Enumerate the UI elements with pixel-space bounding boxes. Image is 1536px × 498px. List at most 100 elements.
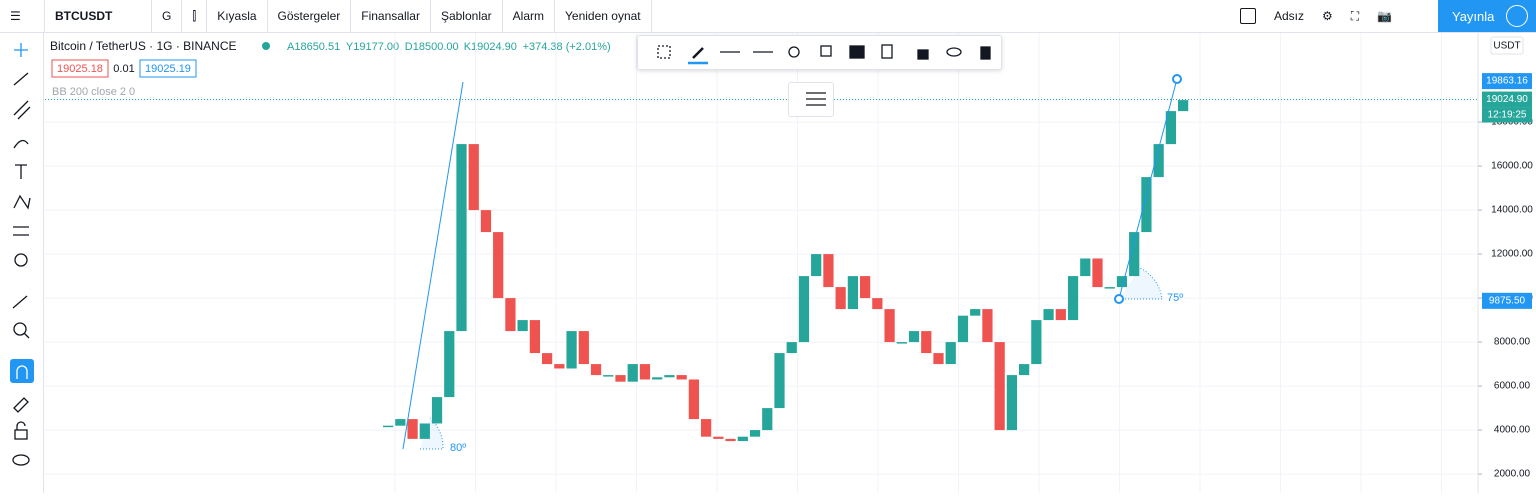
toolbar-button[interactable]: Finansallar <box>351 0 431 33</box>
ohlc-value: A18650.51 <box>287 41 340 53</box>
candle <box>762 408 773 431</box>
candle <box>896 342 907 344</box>
countdown-box <box>1482 107 1532 123</box>
toolbar-button[interactable]: Göstergeler <box>268 0 352 33</box>
play[interactable] <box>1506 5 1529 27</box>
candle <box>786 342 797 354</box>
candle <box>480 210 492 233</box>
candle <box>529 320 540 354</box>
candle <box>749 430 761 437</box>
candle <box>1055 309 1066 321</box>
candle <box>872 298 883 310</box>
candle <box>860 276 871 299</box>
candle <box>908 331 920 343</box>
candle <box>1116 276 1128 288</box>
layout-name[interactable]: Adsız <box>1274 9 1305 23</box>
indicator-label: BB 200 close 2 0 <box>52 86 135 98</box>
candle <box>774 353 785 409</box>
candle <box>1165 111 1176 145</box>
y-tick-label: 2000.00 <box>1494 469 1531 480</box>
candle <box>676 375 687 380</box>
candle <box>1019 364 1030 376</box>
candle <box>933 353 944 365</box>
ohlc-value: D18500.00 <box>405 41 459 53</box>
menu[interactable]: ☰ <box>0 0 45 33</box>
price-label-box <box>1482 91 1532 108</box>
candle <box>945 342 956 365</box>
y-tick-label: 14000.00 <box>1491 205 1533 216</box>
angle-label: 75º <box>1167 292 1183 304</box>
candle <box>554 364 565 369</box>
candle <box>725 438 736 442</box>
candle <box>407 419 418 439</box>
candle <box>970 309 981 316</box>
candle <box>823 254 834 288</box>
candle <box>884 309 895 343</box>
fullscreen[interactable]: ⛶ <box>1350 8 1360 23</box>
candle <box>444 331 455 398</box>
candle <box>847 276 858 310</box>
candle <box>493 232 504 299</box>
snapshot[interactable]: 📷 <box>1377 9 1393 23</box>
candle <box>431 397 443 424</box>
currency-box[interactable] <box>1490 36 1524 55</box>
toolbar-buttons: Kıyasla Göstergeler Finansallar Şablonlar Al… <box>207 0 652 33</box>
candle <box>957 315 969 343</box>
angle-arc <box>420 417 444 450</box>
sell-price[interactable]: 19025.18 <box>57 63 103 75</box>
status-dot <box>262 42 270 50</box>
y-tick-label: 4000.00 <box>1494 425 1531 436</box>
toolbar-button[interactable]: Alarm <box>503 0 555 33</box>
candle <box>1006 375 1017 431</box>
ohlc-value: K19024.90 <box>464 41 517 53</box>
anchor[interactable] <box>1172 74 1182 84</box>
candle <box>921 331 932 354</box>
grid <box>45 33 1478 493</box>
candle <box>713 436 724 439</box>
candle <box>1092 258 1103 288</box>
candle <box>419 423 430 439</box>
drawing-tools <box>10 43 34 466</box>
buy-box[interactable] <box>139 59 197 78</box>
candle <box>456 144 467 332</box>
toolbar-button[interactable]: Yeniden oynat <box>555 0 652 33</box>
anchor[interactable] <box>1114 294 1124 304</box>
settings[interactable]: ⚙ <box>1322 9 1333 23</box>
candle <box>505 298 516 332</box>
candle <box>603 375 614 377</box>
toolbar-button[interactable]: Şablonlar <box>431 0 503 33</box>
right-tools: Adsız ⚙ ⛶ 📷 <box>1240 8 1392 24</box>
chart-style[interactable]: ⫿ <box>182 0 208 33</box>
chart: Bitcoin / TetherUS · 1G · BINANCE 19025.… <box>45 33 1533 493</box>
candle <box>811 254 822 277</box>
sell-box[interactable] <box>51 59 109 78</box>
candle <box>468 144 479 211</box>
candle <box>688 379 699 420</box>
symbol[interactable]: BTCUSDT <box>45 0 152 33</box>
floating-icons <box>657 44 991 65</box>
ohlc-value: +374.38 (+2.01%) <box>523 41 611 53</box>
angle-label: 80º <box>450 442 466 454</box>
toolbar-button[interactable]: Kıyasla <box>207 0 268 33</box>
candle <box>798 276 810 343</box>
spread: 0.01 <box>113 63 134 75</box>
candle <box>1178 100 1189 112</box>
price-label: 19024.90 <box>1486 94 1528 105</box>
buy-price[interactable]: 19025.19 <box>145 63 191 75</box>
candle <box>1067 276 1079 321</box>
object-tree[interactable] <box>788 82 834 117</box>
candle <box>652 377 663 380</box>
candle <box>664 375 675 378</box>
candle <box>566 331 577 369</box>
legend-title: Bitcoin / TetherUS · 1G · BINANCE <box>50 39 237 53</box>
publish-button[interactable]: Yayınla <box>1438 0 1536 32</box>
currency[interactable]: USDT <box>1493 41 1520 52</box>
publish-label[interactable]: Yayınla <box>1452 8 1495 24</box>
candle <box>1129 232 1140 277</box>
candle <box>517 320 528 332</box>
interval[interactable]: G <box>152 0 183 33</box>
price-label-box <box>1482 292 1532 309</box>
candle <box>639 364 651 380</box>
layout[interactable] <box>1240 8 1256 24</box>
